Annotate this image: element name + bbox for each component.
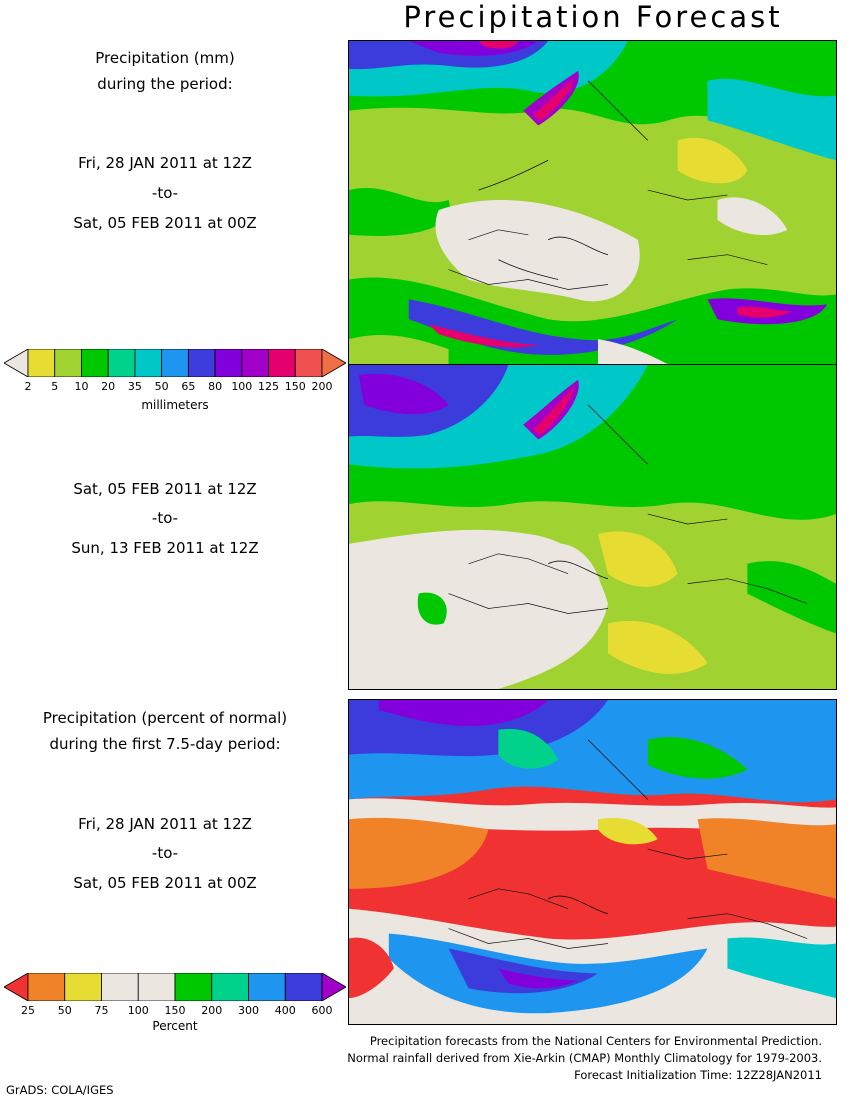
map1-graphic <box>349 41 836 364</box>
panel3-end-date: Sat, 05 FEB 2011 at 00Z <box>73 874 257 892</box>
mm-colorbar-swatch-1 <box>27 348 56 378</box>
percent-colorbar-tick-label: 100 <box>127 1004 149 1017</box>
mm-colorbar-unit: millimeters <box>141 398 209 412</box>
percent-colorbar-tick-label: 50 <box>57 1004 72 1017</box>
percent-colorbar-swatch-6 <box>211 972 249 1002</box>
percent-colorbar-tick-label: 600 <box>311 1004 333 1017</box>
percent-colorbar-swatch-3 <box>101 972 139 1002</box>
mm-colorbar-tick-label: 50 <box>154 380 169 393</box>
mm-colorbar-tick-label: 100 <box>231 380 253 393</box>
mm-colorbar-swatch-10 <box>268 348 296 378</box>
percent-colorbar-ticks: 25 50 75 100 150 200 300 400 600 <box>0 1004 346 1020</box>
mm-colorbar-swatch-0 <box>3 348 29 378</box>
mm-colorbar-swatch-2 <box>54 348 82 378</box>
mm-colorbar-tick-label: 5 <box>51 380 59 393</box>
panel2-end-date: Sun, 13 FEB 2011 at 12Z <box>71 539 259 557</box>
mm-colorbar <box>3 348 347 378</box>
percent-colorbar-swatch-9 <box>321 972 347 1002</box>
mm-colorbar-swatch-9 <box>241 348 269 378</box>
percent-colorbar-tick-label: 200 <box>201 1004 223 1017</box>
mm-colorbar-swatch-7 <box>187 348 216 378</box>
mm-colorbar-tick-label: 150 <box>284 380 306 393</box>
panel2-start-date: Sat, 05 FEB 2011 at 12Z <box>73 480 257 498</box>
map-precip-period1 <box>348 40 837 365</box>
footer-notes: Precipitation forecasts from the Nationa… <box>347 1033 822 1084</box>
panel2-separator: -to- <box>151 509 179 527</box>
panel1-end-date: Sat, 05 FEB 2011 at 00Z <box>73 214 257 232</box>
mm-colorbar-tick-label: 35 <box>127 380 142 393</box>
page-title: Precipitation Forecast <box>403 0 783 34</box>
map2-graphic <box>349 365 836 689</box>
percent-colorbar-swatch-0 <box>3 972 29 1002</box>
panel3-header-line1: Precipitation (percent of normal) <box>42 709 288 727</box>
panel1-separator: -to- <box>151 184 179 202</box>
mm-colorbar-swatch-8 <box>214 348 243 378</box>
footer-line3: Forecast Initialization Time: 12Z28JAN20… <box>574 1068 822 1082</box>
percent-colorbar-swatch-7 <box>248 972 286 1002</box>
mm-colorbar-tick-label: 65 <box>181 380 196 393</box>
mm-colorbar-tick-label: 20 <box>101 380 116 393</box>
percent-colorbar-tick-label: 400 <box>274 1004 296 1017</box>
map3-graphic <box>349 700 836 1024</box>
percent-colorbar-unit: Percent <box>152 1019 198 1033</box>
panel1-header-line1: Precipitation (mm) <box>95 49 235 67</box>
map-precip-percent-normal <box>348 699 837 1025</box>
percent-colorbar <box>3 972 347 1002</box>
percent-colorbar-tick-label: 300 <box>238 1004 259 1017</box>
panel3-header-line2: during the first 7.5-day period: <box>49 735 281 753</box>
mm-colorbar-swatch-4 <box>107 348 136 378</box>
mm-colorbar-tick-label: 200 <box>311 380 333 393</box>
percent-colorbar-graphic <box>3 972 347 1002</box>
panel3-start-date: Fri, 28 JAN 2011 at 12Z <box>78 815 252 833</box>
footer-line1: Precipitation forecasts from the Nationa… <box>369 1034 822 1048</box>
mm-colorbar-swatch-12 <box>321 348 347 378</box>
mm-colorbar-swatch-11 <box>294 348 323 378</box>
percent-colorbar-swatch-5 <box>174 972 213 1002</box>
mm-colorbar-tick-label: 125 <box>258 380 280 393</box>
percent-colorbar-tick-label: 75 <box>94 1004 109 1017</box>
mm-colorbar-tick-label: 10 <box>74 380 89 393</box>
panel1-start-date: Fri, 28 JAN 2011 at 12Z <box>78 154 252 172</box>
map-precip-period2 <box>348 364 837 690</box>
percent-colorbar-swatch-2 <box>64 972 102 1002</box>
mm-colorbar-tick-label: 80 <box>208 380 223 393</box>
percent-colorbar-tick-label: 150 <box>164 1004 186 1017</box>
percent-colorbar-swatch-1 <box>27 972 66 1002</box>
panel1-header-line2: during the period: <box>97 75 233 93</box>
percent-colorbar-swatch-8 <box>284 972 323 1002</box>
mm-colorbar-swatch-3 <box>81 348 109 378</box>
grads-credit: GrADS: COLA/IGES <box>6 1083 114 1097</box>
footer-line2: Normal rainfall derived from Xie-Arkin (… <box>347 1051 822 1065</box>
mm-colorbar-graphic <box>3 348 347 378</box>
panel3-separator: -to- <box>151 844 179 862</box>
mm-colorbar-tick-label: 2 <box>24 380 32 393</box>
percent-colorbar-swatch-4 <box>137 972 176 1002</box>
mm-colorbar-ticks: 2 5 10 20 35 50 65 80 100 125 150 200 <box>0 380 346 396</box>
percent-colorbar-tick-label: 25 <box>21 1004 35 1017</box>
mm-colorbar-swatch-6 <box>161 348 189 378</box>
mm-colorbar-swatch-5 <box>134 348 163 378</box>
